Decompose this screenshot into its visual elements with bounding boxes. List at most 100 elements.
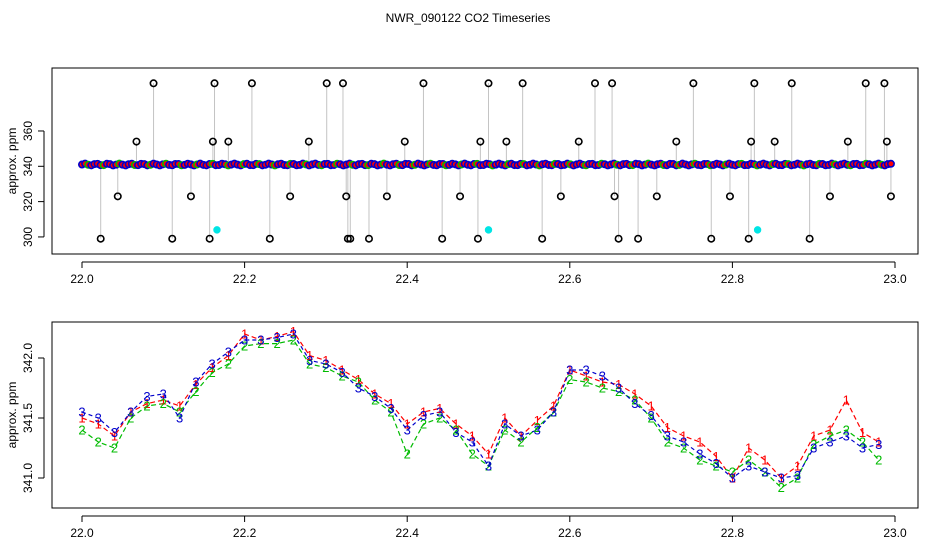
raw-x-tick-label: 23.0 xyxy=(883,272,907,286)
outlier-point xyxy=(652,192,661,201)
series-3-glyph: 3 xyxy=(355,381,362,396)
series-3-glyph: 3 xyxy=(517,429,524,444)
series-2-glyph: 2 xyxy=(469,447,476,462)
series-3-glyph: 3 xyxy=(582,363,589,378)
series-1-glyph: 1 xyxy=(810,429,817,444)
series-2-glyph: 2 xyxy=(322,360,329,375)
series-1-glyph: 1 xyxy=(631,387,638,402)
outlier-point xyxy=(265,234,274,243)
series-3-glyph: 3 xyxy=(615,381,622,396)
series-1-glyph: 1 xyxy=(517,429,524,444)
series-3-glyph: 3 xyxy=(306,353,313,368)
outlier-point xyxy=(861,79,870,88)
series-1-glyph: 1 xyxy=(274,329,281,344)
outlier-point xyxy=(132,137,141,146)
series-3-glyph: 3 xyxy=(550,405,557,420)
outlier-point xyxy=(591,79,600,88)
outlier-point xyxy=(725,192,734,201)
series-2-line xyxy=(81,339,880,489)
series-2-glyph: 2 xyxy=(729,465,736,480)
smoothed-x-tick-label: 22.4 xyxy=(396,526,420,540)
series-2-glyph: 2 xyxy=(615,384,622,399)
series-2-glyph: 2 xyxy=(387,405,394,420)
series-1-glyph: 1 xyxy=(143,396,150,411)
series-3-glyph: 3 xyxy=(143,389,150,404)
series-1-glyph: 1 xyxy=(647,399,654,414)
series-1-glyph: 1 xyxy=(387,396,394,411)
series-2-glyph: 2 xyxy=(176,405,183,420)
series-3-glyph: 3 xyxy=(176,411,183,426)
series-3-glyph: 3 xyxy=(631,396,638,411)
series-1-glyph: 1 xyxy=(615,377,622,392)
series-3-glyph: 3 xyxy=(339,365,346,380)
series-3-glyph: 3 xyxy=(761,465,768,480)
outlier-point xyxy=(286,192,295,201)
outlier-point xyxy=(608,79,617,88)
series-1-glyph: 1 xyxy=(160,393,167,408)
series-3-glyph: 3 xyxy=(566,363,573,378)
series-2-glyph: 2 xyxy=(290,333,297,348)
series-1-glyph: 1 xyxy=(778,471,785,486)
outlier-point xyxy=(456,192,465,201)
series-1-glyph: 1 xyxy=(599,375,606,390)
series-3-glyph: 3 xyxy=(241,333,248,348)
series-2-glyph: 2 xyxy=(160,396,167,411)
series-3-glyph: 3 xyxy=(127,405,134,420)
series-1-glyph: 1 xyxy=(680,429,687,444)
outlier-point xyxy=(342,192,351,201)
series-2-glyph: 2 xyxy=(843,423,850,438)
series-2-glyph: 2 xyxy=(257,336,264,351)
outlier-point xyxy=(304,137,313,146)
outlier-point xyxy=(707,234,716,243)
series-3-glyph: 3 xyxy=(111,425,118,440)
outlier-point xyxy=(747,137,756,146)
series-1-glyph: 1 xyxy=(111,429,118,444)
outlier-point xyxy=(364,234,373,243)
series-2-glyph: 2 xyxy=(95,435,102,450)
series-2-glyph: 2 xyxy=(745,453,752,468)
series-3-glyph: 3 xyxy=(778,471,785,486)
outlier-point xyxy=(634,234,643,243)
outlier-point xyxy=(438,234,447,243)
outlier-point xyxy=(672,137,681,146)
series-3-glyph: 3 xyxy=(78,405,85,420)
raw-y-tick-label: 360 xyxy=(21,121,35,141)
series-2-glyph: 2 xyxy=(143,399,150,414)
series-1-glyph: 1 xyxy=(469,429,476,444)
smoothed-y-tick-label: 341.5 xyxy=(21,403,35,433)
raw-panel-ylabel: approx. ppm xyxy=(5,128,19,195)
series-3-glyph: 3 xyxy=(274,330,281,345)
raw-flagged-points xyxy=(213,226,762,234)
outlier-point xyxy=(419,79,428,88)
series-2-glyph: 2 xyxy=(696,453,703,468)
series-2-glyph: 2 xyxy=(631,393,638,408)
series-1-glyph: 1 xyxy=(534,413,541,428)
outlier-point xyxy=(473,234,482,243)
raw-panel-y-axis: 300 320 340 360 xyxy=(21,121,45,247)
series-2-glyph: 2 xyxy=(111,441,118,456)
outlier-point xyxy=(574,137,583,146)
series-1-glyph: 1 xyxy=(550,399,557,414)
raw-panel-frame xyxy=(51,67,919,255)
series-1-glyph: 1 xyxy=(436,401,443,416)
series-3-line xyxy=(81,333,879,479)
series-1-glyph: 1 xyxy=(339,363,346,378)
series-1-glyph: 1 xyxy=(192,377,199,392)
series-3-glyph: 3 xyxy=(160,387,167,402)
outlier-point xyxy=(770,137,779,146)
raw-x-tick-label: 22.8 xyxy=(721,272,745,286)
raw-y-tick-label: 300 xyxy=(21,227,35,247)
series-1-glyph: 1 xyxy=(664,420,671,435)
series-3-glyph: 3 xyxy=(387,401,394,416)
series-2-glyph: 2 xyxy=(241,339,248,354)
series-2-glyph: 2 xyxy=(192,384,199,399)
flagged-point xyxy=(213,226,221,234)
series-2-glyph: 2 xyxy=(78,423,85,438)
series-3-glyph: 3 xyxy=(208,357,215,372)
series-1-glyph: 1 xyxy=(729,471,736,486)
raw-y-tick-label: 340 xyxy=(21,156,35,176)
series-1-glyph: 1 xyxy=(176,399,183,414)
outlier-point xyxy=(744,234,753,243)
raw-x-tick-label: 22.0 xyxy=(70,272,94,286)
